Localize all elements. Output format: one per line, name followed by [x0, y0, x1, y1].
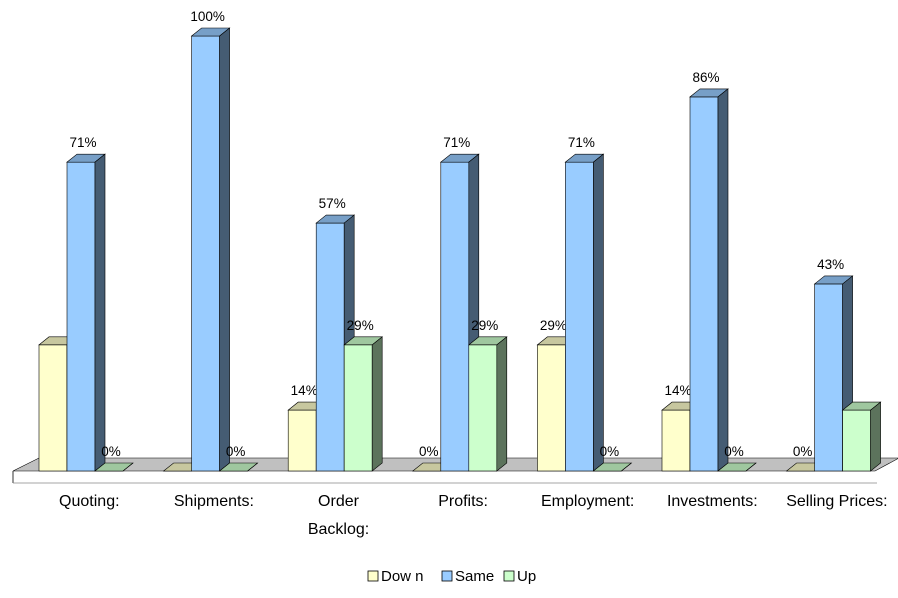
bar-front-face: [66, 161, 96, 472]
x-tick-label: Investments:: [667, 493, 758, 510]
bar-side-face: [870, 401, 881, 472]
data-label: 0%: [724, 444, 744, 459]
x-tick-label: Shipments:: [174, 493, 254, 510]
legend-swatch-0: [367, 570, 379, 582]
legend-swatch-2: [503, 570, 515, 582]
bar-front-face: [468, 344, 498, 472]
bar-up-5: [717, 462, 757, 472]
data-label: 29%: [347, 318, 374, 333]
data-label: 29%: [471, 318, 498, 333]
bar-front-face: [661, 409, 691, 472]
bar-front-face: [191, 35, 220, 472]
legend-label-1: Same: [455, 568, 494, 585]
data-label: 100%: [190, 9, 225, 24]
data-label: 71%: [568, 135, 595, 150]
bar-front-face: [814, 283, 843, 472]
bar-front-face: [287, 409, 317, 472]
legend-label-2: Up: [517, 568, 536, 585]
bar-side-face: [717, 88, 729, 472]
data-label: 71%: [69, 135, 96, 150]
bar-front-face: [689, 96, 719, 472]
x-tick-label: Selling Prices:: [786, 493, 887, 510]
bar-up-3: [467, 336, 508, 472]
bar-side-face: [219, 27, 230, 472]
bar-same-0: [66, 153, 106, 472]
bar-front-face: [842, 409, 871, 472]
legend-swatch-1: [441, 570, 453, 582]
data-label: 14%: [291, 383, 318, 398]
bar-side-face: [593, 153, 604, 472]
data-label: 0%: [793, 444, 813, 459]
bar-same-4: [564, 153, 605, 472]
bar-up-2: [343, 336, 384, 472]
bar-side-face: [247, 462, 258, 472]
data-label: 0%: [600, 444, 620, 459]
legend: Dow n Same Up: [367, 568, 536, 585]
data-label: 57%: [319, 196, 346, 211]
data-label: 86%: [692, 70, 719, 85]
bar-same-1: [190, 27, 231, 472]
data-label: 71%: [443, 135, 470, 150]
bar-same-5: [689, 88, 729, 472]
bar-up-6: [841, 401, 882, 472]
x-tick-label: Profits:: [438, 493, 488, 510]
data-label: 14%: [664, 383, 691, 398]
data-label: 0%: [419, 444, 439, 459]
bar-up-1: [218, 462, 259, 472]
bar-front-face: [343, 344, 373, 472]
bar-side-face: [94, 153, 106, 472]
bar-side-face: [371, 336, 383, 472]
bar-side-face: [496, 336, 508, 472]
x-tick-label: Quoting:: [59, 493, 119, 510]
bar-front-face: [38, 344, 68, 472]
bar-side-face: [621, 462, 632, 472]
bar-side-face: [122, 462, 134, 472]
legend-label-0: Dow n: [381, 568, 424, 585]
x-tick-label: Backlog:: [308, 521, 369, 538]
bar-front-face: [565, 161, 594, 472]
bar-up-4: [592, 462, 633, 472]
x-tick-label: Order: [318, 493, 360, 510]
data-label: 43%: [817, 257, 844, 272]
data-label: 0%: [101, 444, 121, 459]
bar-front-face: [440, 161, 470, 472]
bar-same-6: [813, 275, 854, 472]
bar-front-face: [537, 344, 566, 472]
data-label: 29%: [540, 318, 567, 333]
x-tick-label: Employment:: [541, 493, 634, 510]
bar-side-face: [745, 462, 757, 472]
bar-front-face: [315, 222, 345, 472]
data-label: 0%: [226, 444, 246, 459]
bar-up-0: [94, 462, 134, 472]
